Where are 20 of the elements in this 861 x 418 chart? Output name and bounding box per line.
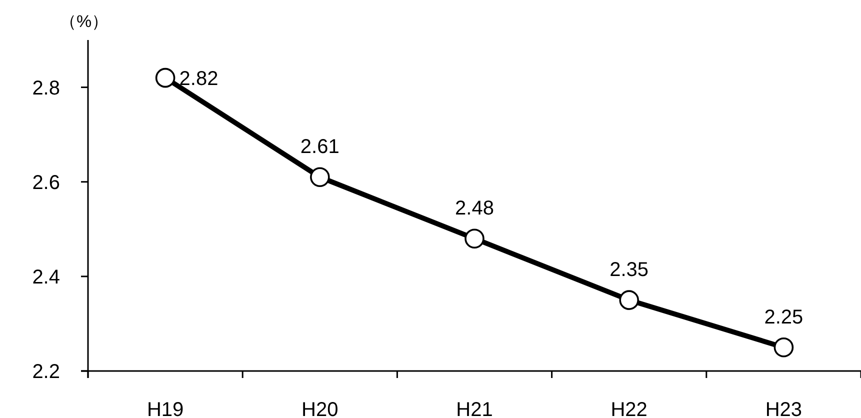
data-label: 2.25 [764, 306, 804, 328]
y-axis-title: （%） [59, 12, 109, 31]
data-label: 2.82 [179, 68, 218, 90]
y-tick-label: 2.8 [32, 77, 60, 100]
point [155, 68, 176, 88]
x-tick-label: H19 [146, 399, 184, 418]
point [619, 290, 639, 310]
y-tick-label: 2.2 [32, 361, 60, 383]
x-tick-label: H21 [456, 399, 493, 418]
point [310, 167, 330, 188]
data-label: 2.35 [610, 259, 649, 282]
y-tick-label: 2.4 [32, 266, 60, 288]
x-tick-label: H22 [610, 399, 648, 418]
data-label: 2.48 [455, 198, 494, 220]
point [464, 228, 484, 248]
data-label: 2.61 [300, 136, 340, 158]
y-tick-label: 2.6 [32, 172, 60, 194]
point [774, 337, 794, 358]
x-tick-label: H20 [302, 399, 338, 418]
x-tick-label: H23 [765, 399, 802, 418]
